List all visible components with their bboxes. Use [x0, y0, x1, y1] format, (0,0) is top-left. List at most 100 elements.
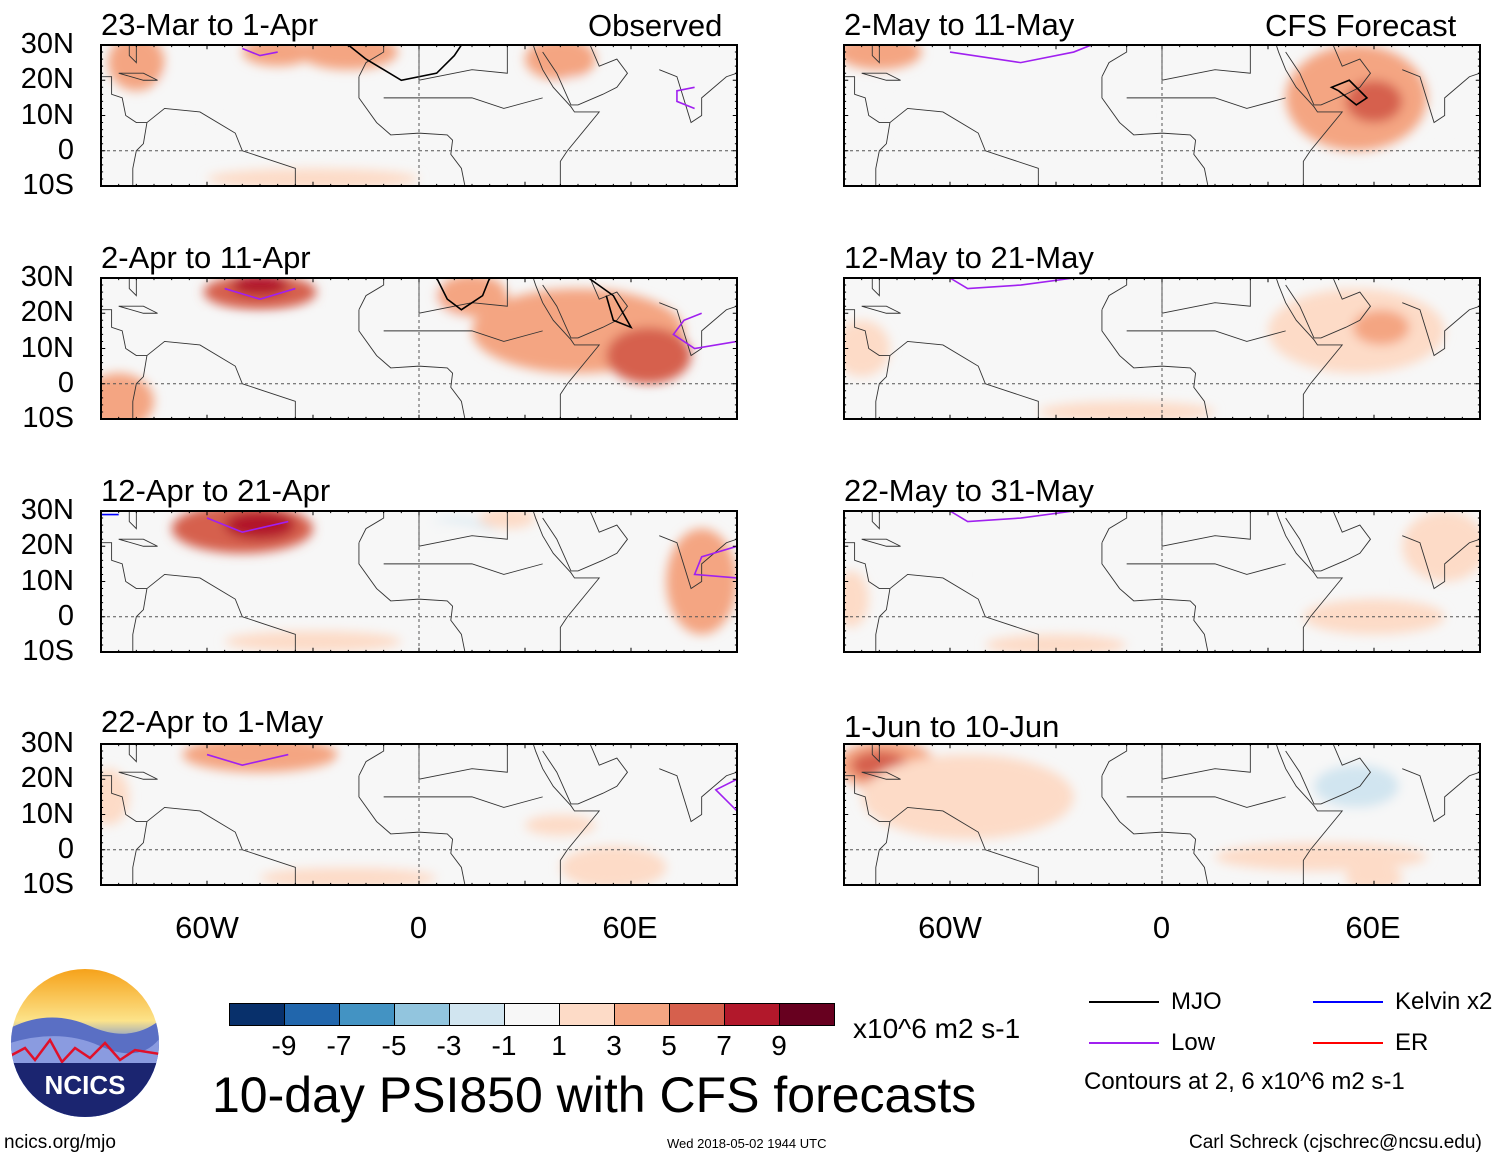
lat-label: 30N — [20, 28, 74, 60]
wave-contour — [589, 278, 631, 327]
coastline — [1286, 740, 1371, 803]
panel-title: 22-May to 31-May — [844, 473, 1094, 508]
coastline — [1162, 511, 1250, 546]
colorbar-swatch — [284, 1003, 340, 1026]
anomaly-shading — [489, 613, 667, 652]
coastline — [659, 303, 737, 356]
legend-label: Kelvin x2 — [1395, 988, 1493, 1015]
anomaly-shading — [950, 278, 1233, 370]
anomaly-shading — [1313, 765, 1399, 808]
lat-label: 30N — [20, 727, 74, 759]
anomaly-shading — [525, 814, 596, 836]
lat-label: 10N — [20, 331, 74, 364]
panel-title: 2-May to 11-May — [844, 7, 1075, 42]
coastline — [659, 70, 737, 123]
legend-line — [1313, 1042, 1383, 1044]
lat-label: 10N — [20, 98, 74, 131]
coastline — [844, 310, 890, 356]
coastline — [1162, 278, 1250, 313]
anomaly-shading — [844, 45, 922, 70]
colorbar-tick: -1 — [491, 1030, 517, 1061]
coastline — [844, 776, 890, 822]
main-title: 10-day PSI850 with CFS forecasts — [212, 1067, 977, 1123]
coastline — [1102, 543, 1208, 652]
coastline — [862, 306, 901, 313]
lon-label: 60W — [175, 910, 239, 945]
coastline — [1102, 310, 1208, 419]
coastline — [1286, 274, 1371, 337]
map-panel — [101, 278, 737, 419]
coastline — [1402, 303, 1480, 356]
lon-label: 60E — [602, 910, 658, 945]
lon-label: 60E — [1345, 910, 1401, 945]
observed-label: Observed — [588, 8, 723, 43]
panel-title: 22-Apr to 1-May — [101, 704, 324, 739]
panel-frame — [101, 45, 737, 186]
wave-contour — [950, 511, 1074, 522]
coastline — [844, 543, 890, 589]
coastline — [862, 772, 901, 779]
anomaly-shading — [207, 168, 419, 186]
anomaly-shading — [101, 373, 154, 419]
coastline — [543, 507, 628, 570]
anomaly-shading — [182, 744, 338, 773]
anomaly-shading — [108, 45, 165, 91]
coastline — [147, 341, 295, 419]
logo-text: NCICS — [45, 1070, 126, 1100]
lat-label: 10N — [20, 564, 74, 597]
website-link[interactable]: ncics.org/mjo — [4, 1132, 116, 1153]
coastline — [890, 341, 1038, 419]
coastline — [543, 740, 628, 803]
colorbar-tick: -7 — [326, 1030, 352, 1061]
panel-frame — [844, 278, 1480, 419]
wave-contour — [673, 313, 737, 348]
wave-contour — [225, 289, 296, 300]
coastline — [1275, 507, 1342, 652]
coastline — [1402, 769, 1480, 822]
map-panel — [844, 511, 1480, 652]
coastline — [659, 536, 737, 589]
colorbar-swatch — [339, 1003, 395, 1026]
coastline — [1127, 797, 1286, 808]
anomaly-shading — [844, 320, 890, 377]
coastline — [1402, 70, 1480, 123]
anomaly-shading — [525, 45, 596, 81]
lat-label: 20N — [20, 63, 74, 96]
wave-contour — [207, 518, 288, 532]
panel-frame — [101, 511, 737, 652]
coastline — [359, 543, 465, 652]
panel-frame — [844, 744, 1480, 885]
coastline — [532, 740, 599, 885]
coastline — [532, 507, 599, 652]
map-panel — [844, 45, 1480, 186]
colorbar-swatch — [229, 1003, 285, 1026]
anomaly-shading — [1356, 376, 1480, 412]
coastline — [1127, 331, 1286, 342]
colorbar-swatch — [559, 1003, 615, 1026]
wave-contour — [950, 278, 1074, 289]
coastline — [101, 776, 147, 822]
colorbar-tick: 7 — [716, 1030, 732, 1061]
anomaly-shading — [844, 570, 869, 628]
panel-frame — [101, 278, 737, 419]
coastline — [532, 274, 599, 419]
coastline — [890, 108, 1038, 186]
wave-contour — [437, 278, 490, 310]
legend-line — [1089, 1042, 1159, 1044]
anomaly-shading — [1345, 863, 1403, 885]
coastline — [359, 776, 465, 885]
coastline — [359, 310, 465, 419]
contour-note: Contours at 2, 6 x10^6 m2 s-1 — [1084, 1068, 1405, 1095]
anomaly-shading — [549, 76, 607, 120]
map-panel — [844, 278, 1480, 419]
lat-label: 10S — [22, 169, 74, 201]
coastline — [862, 539, 901, 546]
anomaly-shading — [454, 744, 596, 815]
coastline — [1102, 776, 1208, 885]
lon-label: 0 — [409, 910, 428, 945]
coastline — [384, 797, 543, 808]
wave-contour — [677, 87, 695, 108]
colorbar-tick: 3 — [606, 1030, 622, 1061]
anomaly-shading — [224, 511, 296, 540]
coastline — [384, 98, 543, 109]
